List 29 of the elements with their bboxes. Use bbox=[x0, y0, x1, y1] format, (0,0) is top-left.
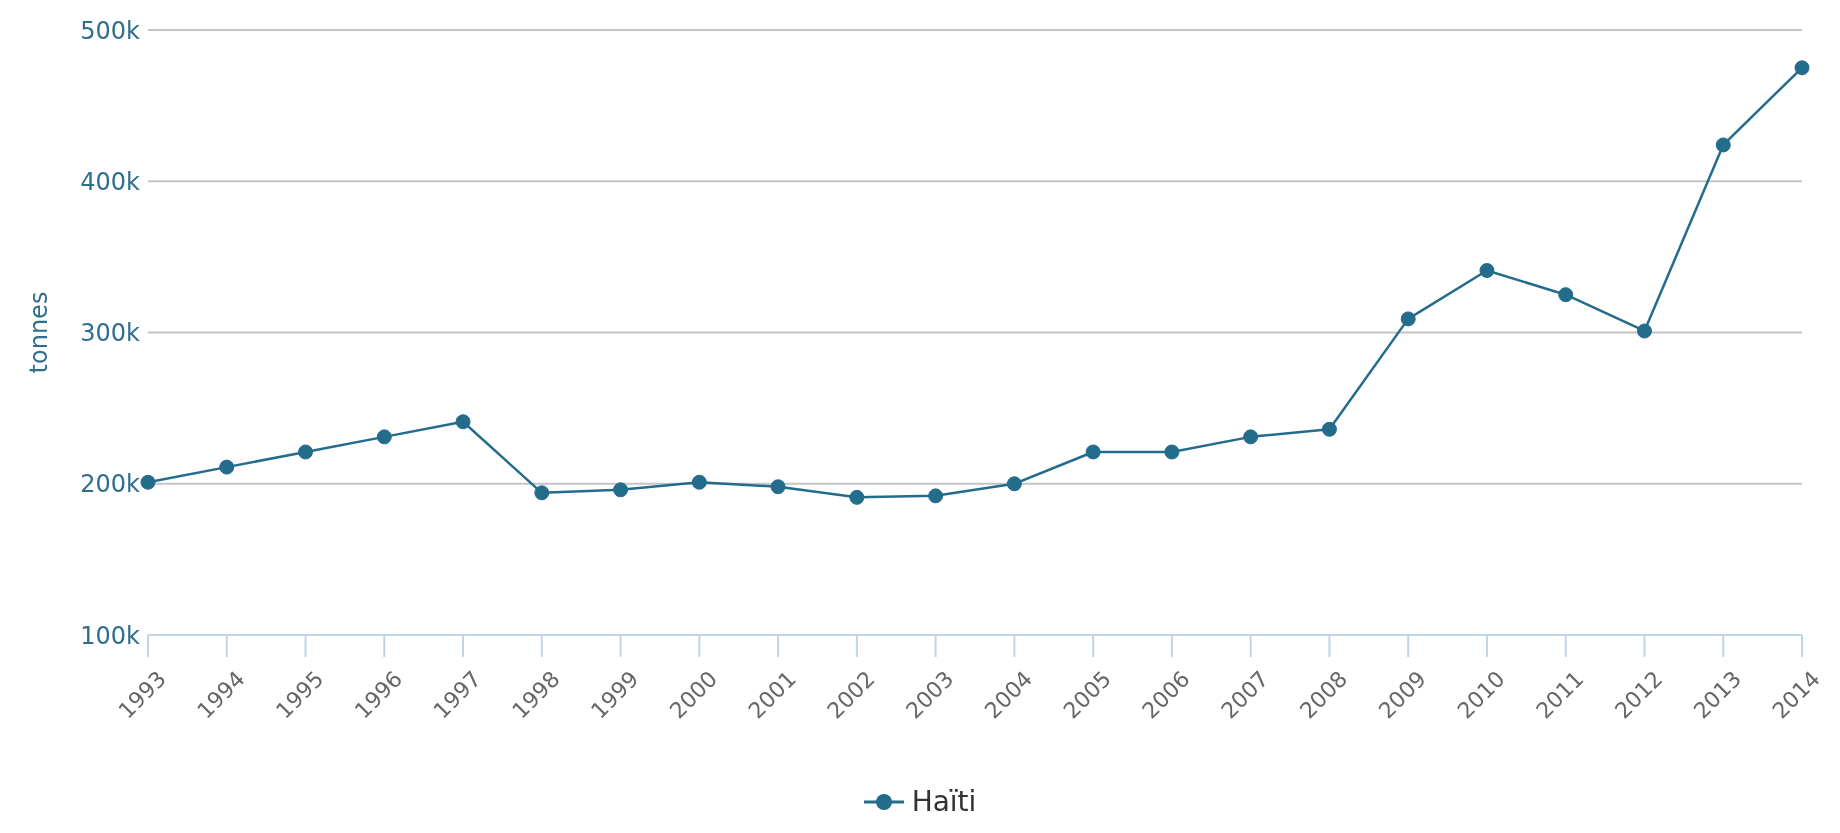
y-tick-label: 500k bbox=[80, 16, 141, 45]
y-tick-label: 400k bbox=[80, 167, 141, 196]
point bbox=[613, 482, 629, 498]
point bbox=[298, 444, 314, 460]
y-axis-title: tonnes bbox=[24, 291, 53, 374]
point bbox=[455, 414, 471, 430]
point bbox=[849, 489, 865, 505]
point bbox=[140, 474, 156, 490]
point bbox=[691, 474, 707, 490]
point bbox=[928, 488, 944, 504]
point bbox=[1636, 323, 1652, 339]
point bbox=[770, 479, 786, 495]
point bbox=[1794, 60, 1810, 76]
point bbox=[1479, 262, 1495, 278]
point bbox=[1006, 476, 1022, 492]
legend-label: Haïti bbox=[911, 785, 977, 818]
point bbox=[1164, 444, 1180, 460]
point bbox=[1400, 311, 1416, 327]
point bbox=[219, 459, 235, 475]
y-tick-label: 300k bbox=[80, 319, 141, 348]
point bbox=[1715, 137, 1731, 153]
y-tick-label: 100k bbox=[80, 621, 141, 650]
y-tick-label: 200k bbox=[80, 470, 141, 499]
point bbox=[1243, 429, 1259, 445]
point bbox=[1558, 287, 1574, 303]
point bbox=[534, 485, 550, 501]
point bbox=[376, 429, 392, 445]
point bbox=[1085, 444, 1101, 460]
point bbox=[1321, 421, 1337, 437]
